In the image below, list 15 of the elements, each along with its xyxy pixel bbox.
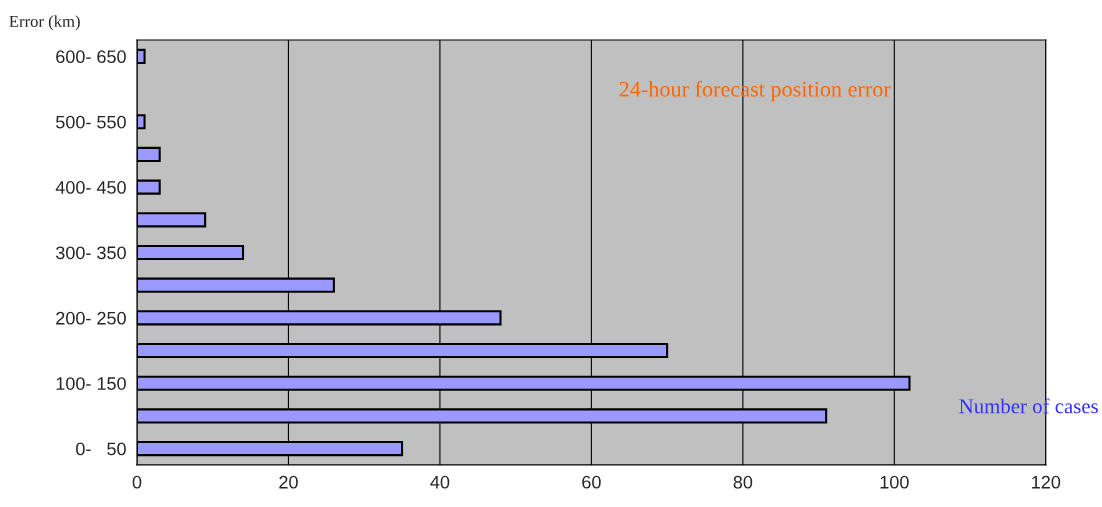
x-tick-label: 100: [880, 475, 909, 489]
x-tick-label: 80: [733, 475, 753, 489]
y-axis-title: Error (km): [9, 15, 80, 31]
x-tick-label: 20: [279, 475, 298, 489]
x-tick-label: 60: [582, 475, 601, 489]
y-tick-label: 200- 250: [56, 311, 126, 325]
y-tick-label: 500- 550: [56, 115, 126, 129]
y-tick-label: 300- 350: [55, 246, 126, 260]
y-tick-label: 0- 50: [76, 442, 126, 456]
x-tick-label: 120: [1032, 475, 1061, 489]
y-tick-label: 400- 450: [55, 181, 126, 194]
y-tick-label: 100- 150: [56, 377, 126, 390]
x-tick-label: 40: [430, 475, 450, 489]
x-tick-label: 0: [132, 475, 142, 489]
y-tick-label: 600- 650: [56, 50, 126, 64]
